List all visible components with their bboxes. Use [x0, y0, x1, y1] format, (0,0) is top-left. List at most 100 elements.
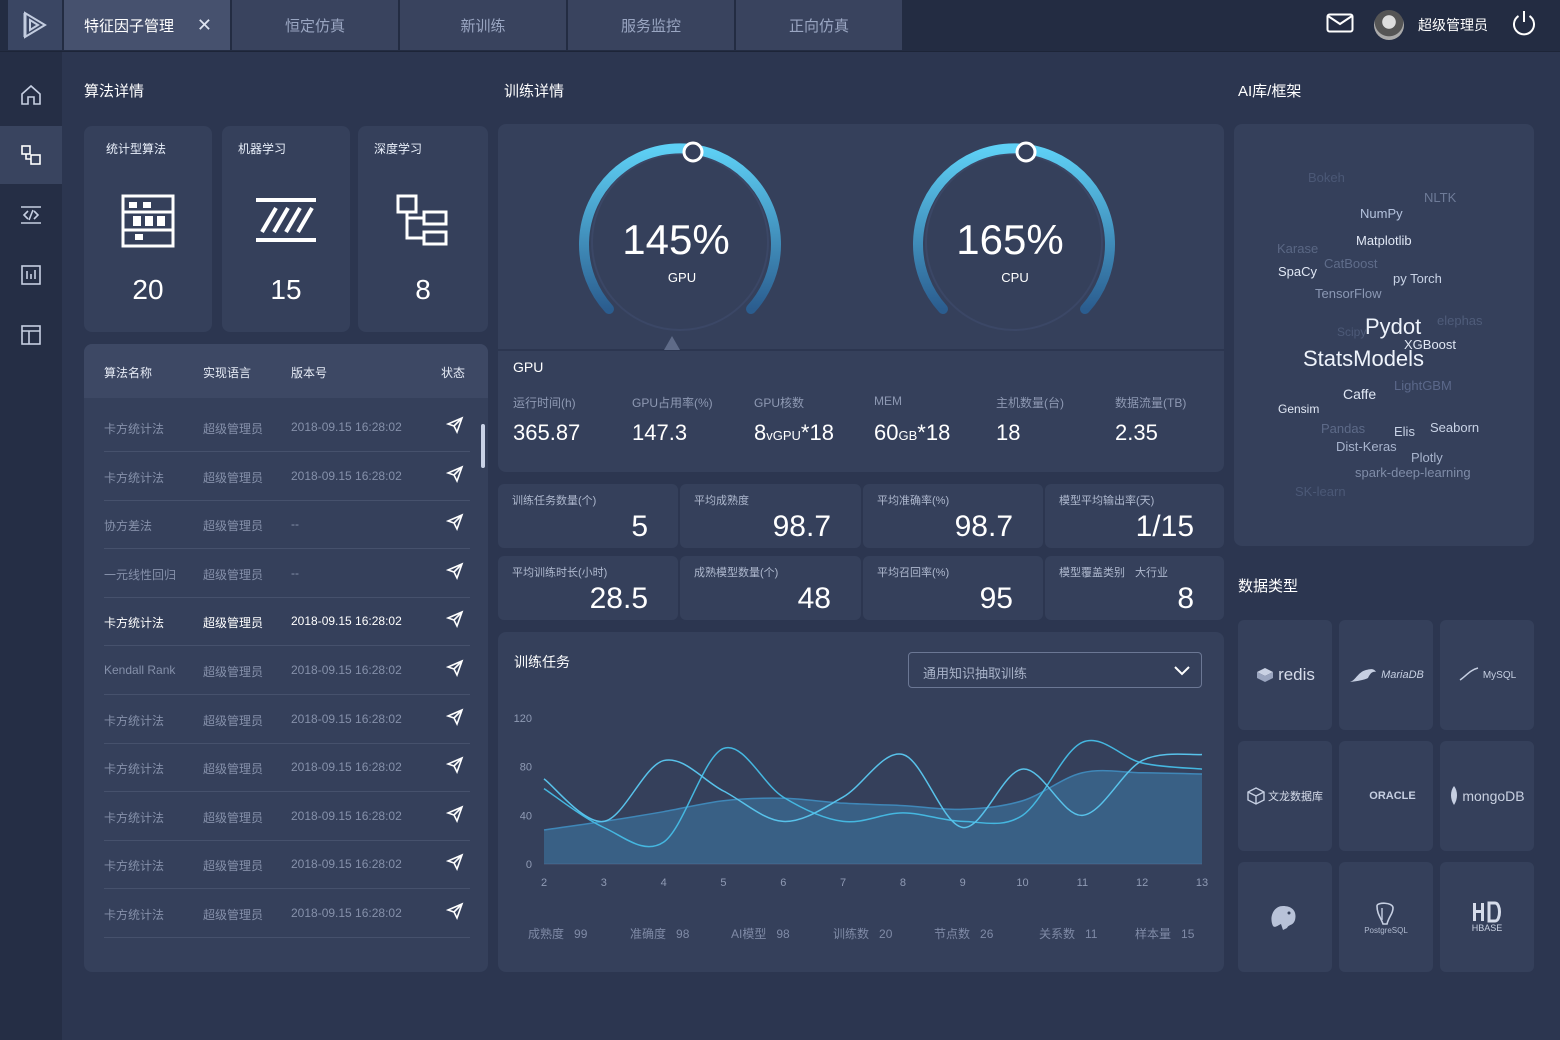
db-label: MySQL: [1482, 669, 1517, 681]
table-scrollbar[interactable]: [481, 424, 485, 468]
mariadb-icon: [1348, 666, 1378, 684]
tab-feature-factor[interactable]: 特征因子管理 ✕: [64, 0, 230, 50]
ai-lib-word[interactable]: SpaCy: [1278, 264, 1318, 279]
power-icon[interactable]: [1510, 9, 1538, 42]
sidebar-item-factor[interactable]: [0, 126, 62, 184]
ai-lib-word[interactable]: Bokeh: [1308, 170, 1345, 185]
username[interactable]: 超级管理员: [1418, 17, 1488, 33]
ai-lib-word[interactable]: Dist-Keras: [1336, 439, 1397, 454]
legend-item: 准确度 98: [630, 925, 689, 942]
redis-tile[interactable]: redis: [1238, 620, 1332, 730]
send-icon[interactable]: [445, 562, 464, 583]
legend-label: 样本量: [1135, 927, 1172, 941]
sidebar-item-code[interactable]: [0, 186, 62, 244]
table-row[interactable]: 卡方统计法 超级管理员 2018-09.15 16:28:02: [104, 696, 470, 744]
send-icon[interactable]: [445, 659, 464, 680]
send-icon[interactable]: [445, 902, 464, 923]
send-icon[interactable]: [445, 756, 464, 777]
ai-lib-word[interactable]: NLTK: [1424, 190, 1457, 205]
ai-lib-word[interactable]: CatBoost: [1324, 256, 1378, 271]
mongodb-tile[interactable]: mongoDB: [1440, 741, 1534, 851]
tab-new-training[interactable]: 新训练: [400, 0, 566, 50]
ai-lib-word[interactable]: TensorFlow: [1315, 286, 1382, 301]
app-logo-icon[interactable]: [8, 0, 62, 50]
metric-value: 8: [1177, 582, 1194, 615]
table-row[interactable]: 卡方统计法 超级管理员 2018-09.15 16:28:02: [104, 841, 470, 890]
metric-card: 平均成熟度 98.7: [680, 484, 861, 548]
table-row[interactable]: 协方差法 超级管理员 --: [104, 501, 470, 550]
ai-lib-word[interactable]: Elis: [1394, 424, 1415, 439]
postgresql-tile[interactable]: PostgreSQL: [1339, 862, 1433, 972]
task-type-dropdown[interactable]: 通用知识抽取训练: [908, 652, 1202, 688]
send-icon[interactable]: [445, 513, 464, 534]
tab-service-monitor[interactable]: 服务监控: [568, 0, 734, 50]
wenlong-tile[interactable]: 文龙数据库: [1238, 741, 1332, 851]
ai-lib-word[interactable]: Pydot: [1365, 314, 1422, 339]
metric-card: 平均训练时长(小时) 28.5: [498, 556, 678, 620]
ai-lib-word[interactable]: spark-deep-learning: [1355, 465, 1471, 480]
metric-label: 成熟模型数量(个): [694, 567, 779, 579]
data-types-section-title: 数据类型: [1238, 578, 1299, 595]
ai-lib-word[interactable]: Matplotlib: [1356, 233, 1412, 248]
send-icon[interactable]: [445, 853, 464, 874]
legend-label: 准确度: [630, 927, 667, 941]
ai-lib-word[interactable]: Scipy: [1337, 325, 1367, 339]
ai-lib-word[interactable]: Pandas: [1321, 421, 1366, 436]
table-row[interactable]: 卡方统计法 超级管理员 2018-09.15 16:28:02: [104, 744, 470, 793]
ai-lib-word[interactable]: StatsModels: [1303, 346, 1425, 371]
elephant-tile[interactable]: [1238, 862, 1332, 972]
tab-constant-sim[interactable]: 恒定仿真: [232, 0, 398, 50]
table-row[interactable]: 卡方统计法 超级管理员 2018-09.15 16:28:02: [104, 404, 470, 452]
ai-lib-word[interactable]: NumPy: [1360, 206, 1403, 221]
tab-label: 新训练: [460, 17, 506, 35]
algo-table-panel: [84, 344, 488, 972]
sidebar: [0, 52, 62, 1040]
send-icon[interactable]: [445, 610, 464, 631]
metric-card: 训练任务数量(个) 5: [498, 484, 678, 548]
avatar[interactable]: [1374, 10, 1404, 40]
table-row[interactable]: 卡方统计法 超级管理员 2018-09.15 16:28:02: [104, 890, 470, 938]
ai-lib-word[interactable]: Karase: [1277, 241, 1319, 256]
ai-lib-word[interactable]: Gensim: [1278, 402, 1320, 416]
sidebar-item-home[interactable]: [0, 66, 62, 124]
ai-lib-word[interactable]: XGBoost: [1404, 337, 1457, 352]
ai-lib-word[interactable]: py Torch: [1393, 271, 1442, 286]
ai-lib-word[interactable]: Seaborn: [1430, 420, 1480, 435]
send-icon[interactable]: [445, 465, 464, 486]
category-card-statistical[interactable]: 统计型算法 20: [84, 126, 212, 332]
table-row[interactable]: Kendall Rank 超级管理员 2018-09.15 16:28:02: [104, 647, 470, 695]
cpu-gauge-label: CPU: [1001, 270, 1029, 285]
ai-lib-word[interactable]: elephas: [1437, 313, 1483, 328]
legend-label: 关系数: [1039, 927, 1076, 941]
table-row[interactable]: 一元线性回归 超级管理员 --: [104, 550, 470, 598]
ai-lib-word[interactable]: LightGBM: [1394, 378, 1452, 393]
mail-icon[interactable]: [1326, 13, 1354, 38]
stat-unit: vGPU: [766, 428, 801, 443]
hbase-tile[interactable]: HBASE: [1440, 862, 1534, 972]
algo-table-header: 算法名称 实现语言 版本号 状态: [84, 344, 488, 398]
gpu-gauge: [579, 141, 781, 331]
ai-lib-word[interactable]: SK-learn: [1295, 484, 1346, 499]
table-row[interactable]: 卡方统计法 超级管理员 2018-09.15 16:28:02: [104, 793, 470, 841]
mariadb-tile[interactable]: MariaDB: [1339, 620, 1433, 730]
table-row[interactable]: 卡方统计法 超级管理员 2018-09.15 16:28:02: [104, 453, 470, 501]
legend-item: 样本量 15: [1135, 925, 1194, 942]
category-label: 统计型算法: [106, 142, 167, 156]
legend-item: AI模型 98: [731, 925, 790, 942]
algo-language: 超级管理员: [203, 616, 264, 631]
send-icon[interactable]: [445, 805, 464, 826]
ai-lib-word[interactable]: Plotly: [1411, 450, 1443, 465]
mysql-tile[interactable]: MySQL: [1440, 620, 1534, 730]
oracle-tile[interactable]: ORACLE: [1339, 741, 1433, 851]
table-row[interactable]: 卡方统计法 超级管理员 2018-09.15 16:28:02: [104, 598, 470, 647]
tab-forward-sim[interactable]: 正向仿真: [736, 0, 902, 50]
category-card-deep-learning[interactable]: 深度学习 8: [358, 126, 488, 332]
col-header-status: 状态: [441, 366, 466, 380]
send-icon[interactable]: [445, 708, 464, 729]
ai-lib-word[interactable]: Caffe: [1343, 386, 1377, 402]
send-icon[interactable]: [445, 416, 464, 437]
sidebar-item-layout[interactable]: [0, 306, 62, 364]
sidebar-item-chart-board[interactable]: [0, 246, 62, 304]
category-card-machine-learning[interactable]: 机器学习 15: [222, 126, 350, 332]
close-icon[interactable]: ✕: [196, 15, 212, 35]
